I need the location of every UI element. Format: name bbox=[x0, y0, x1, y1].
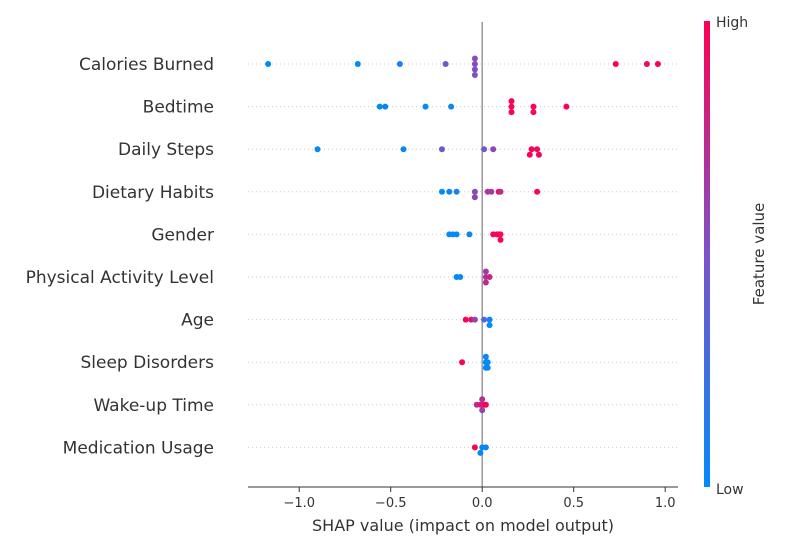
shap-point bbox=[481, 146, 488, 153]
shap-point bbox=[459, 359, 466, 366]
shap-point bbox=[497, 231, 504, 238]
shap-point bbox=[530, 109, 537, 116]
shap-point bbox=[486, 274, 493, 280]
shap-point bbox=[438, 146, 445, 153]
shap-point bbox=[479, 407, 486, 414]
shap-point bbox=[462, 316, 469, 323]
shap-point bbox=[479, 396, 486, 403]
shap-point bbox=[442, 61, 449, 67]
colorbar-gradient bbox=[704, 21, 710, 487]
feature-label: Gender bbox=[151, 225, 214, 245]
shap-point bbox=[534, 146, 541, 153]
shap-point bbox=[482, 353, 489, 360]
shap-point bbox=[481, 316, 488, 323]
x-tick-label: −0.5 bbox=[375, 496, 407, 511]
shap-point bbox=[488, 188, 495, 195]
shap-point bbox=[563, 103, 570, 110]
shap-point bbox=[643, 61, 650, 67]
shap-point bbox=[448, 103, 455, 110]
shap-point bbox=[422, 103, 429, 110]
shap-point bbox=[497, 188, 504, 195]
shap-point bbox=[612, 61, 619, 67]
shap-point bbox=[453, 188, 460, 195]
shap-point bbox=[466, 231, 473, 238]
shap-point bbox=[535, 151, 542, 158]
shap-point bbox=[471, 188, 478, 195]
shap-point bbox=[530, 103, 537, 110]
shap-point bbox=[471, 316, 478, 323]
shap-point bbox=[471, 72, 478, 78]
shap-point bbox=[497, 236, 504, 243]
shap-point bbox=[482, 401, 489, 408]
x-axis-title: SHAP value (impact on model output) bbox=[312, 516, 614, 535]
shap-point bbox=[471, 55, 478, 62]
shap-point bbox=[484, 364, 491, 371]
colorbar-high-label: High bbox=[716, 15, 748, 31]
colorbar-low-label: Low bbox=[716, 482, 744, 498]
shap-point bbox=[482, 279, 489, 286]
shap-point bbox=[354, 61, 361, 67]
shap-point bbox=[265, 61, 272, 67]
feature-label: Medication Usage bbox=[63, 438, 214, 458]
shap-point bbox=[654, 61, 661, 67]
shap-point bbox=[457, 274, 464, 280]
shap-point bbox=[471, 194, 478, 201]
feature-label: Daily Steps bbox=[118, 140, 214, 160]
shap-point bbox=[396, 61, 403, 67]
shap-point bbox=[482, 268, 489, 275]
shap-point bbox=[471, 444, 478, 451]
x-tick-label: 0.5 bbox=[563, 496, 584, 511]
feature-label: Dietary Habits bbox=[92, 183, 214, 203]
shap-point bbox=[438, 188, 445, 195]
feature-label: Physical Activity Level bbox=[26, 268, 214, 288]
shap-point bbox=[400, 146, 407, 153]
shap-point bbox=[490, 146, 497, 153]
shap-point bbox=[508, 103, 515, 110]
feature-label: Age bbox=[181, 311, 214, 331]
shap-point bbox=[477, 449, 484, 456]
x-tick-label: 0.0 bbox=[472, 496, 493, 511]
shap-point bbox=[453, 231, 460, 238]
shap-point bbox=[482, 444, 489, 451]
feature-label: Wake-up Time bbox=[93, 396, 214, 416]
x-tick-label: 1.0 bbox=[655, 496, 676, 511]
x-tick-label: −1.0 bbox=[283, 496, 315, 511]
shap-point bbox=[471, 61, 478, 67]
shap-point bbox=[376, 103, 383, 110]
shap-point bbox=[508, 98, 515, 105]
colorbar-title: Feature value bbox=[750, 203, 768, 305]
feature-guide-lines bbox=[248, 63, 678, 448]
shap-point bbox=[471, 66, 478, 73]
shap-point bbox=[446, 188, 453, 195]
feature-label: Calories Burned bbox=[79, 55, 214, 75]
shap-point bbox=[528, 146, 535, 153]
x-axis-ticks: −1.0 −0.5 0.0 0.5 1.0 bbox=[283, 487, 676, 511]
shap-point bbox=[486, 316, 493, 323]
shap-point bbox=[508, 109, 515, 116]
colorbar: High Low Feature value bbox=[704, 15, 768, 498]
shap-point bbox=[382, 103, 389, 110]
shap-point bbox=[534, 188, 541, 195]
shap-point bbox=[314, 146, 321, 153]
feature-label: Bedtime bbox=[143, 98, 214, 118]
shap-point bbox=[486, 322, 493, 329]
feature-labels: Calories Burned Bedtime Daily Steps Dietary… bbox=[26, 55, 215, 458]
shap-point bbox=[484, 359, 491, 366]
feature-label: Sleep Disorders bbox=[81, 353, 215, 373]
data-points bbox=[265, 55, 661, 456]
shap-point bbox=[526, 151, 533, 158]
